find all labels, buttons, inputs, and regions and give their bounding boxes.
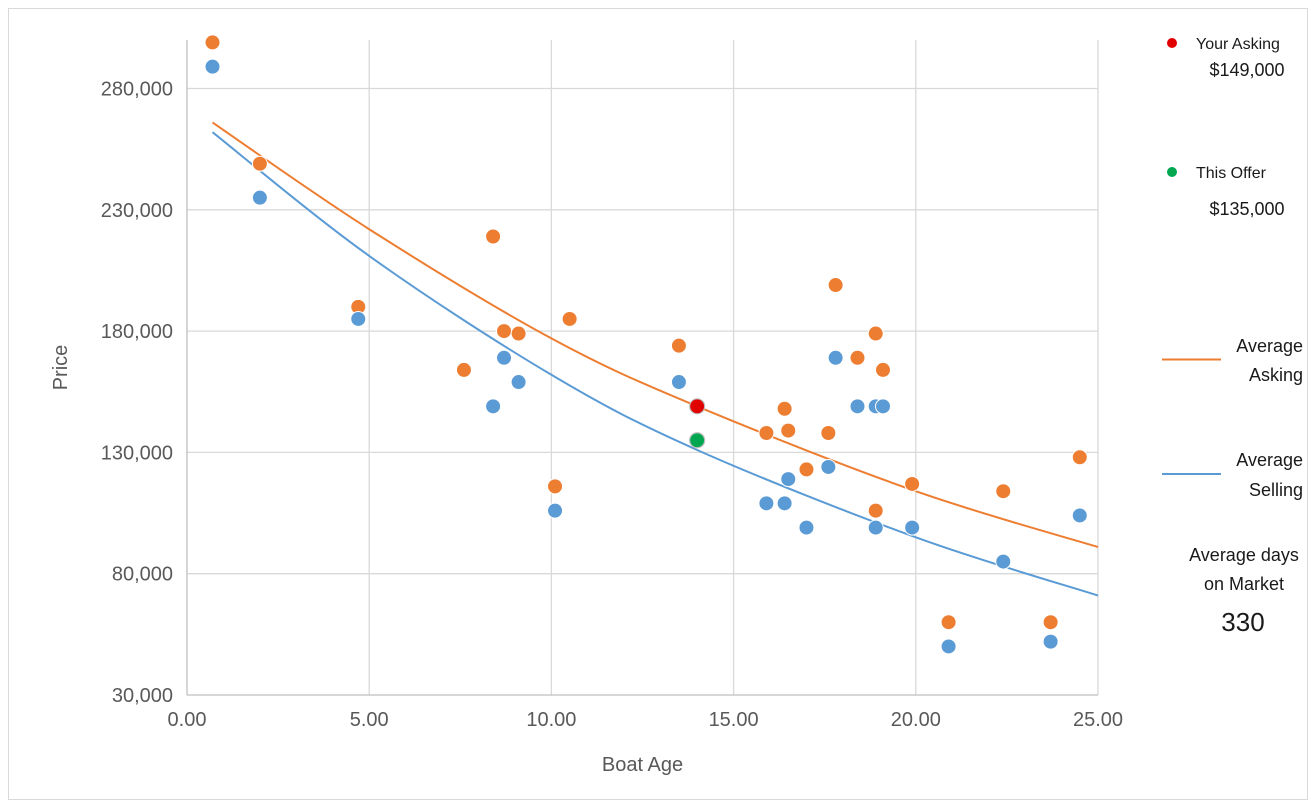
selling-point bbox=[251, 189, 268, 206]
asking-point bbox=[561, 310, 578, 327]
asking-point bbox=[827, 277, 844, 294]
selling-point bbox=[547, 502, 564, 519]
y-axis-title: Price bbox=[50, 345, 72, 391]
selling-point bbox=[820, 458, 837, 475]
days-on-market-label: on Market bbox=[1204, 574, 1284, 594]
this-offer-legend-value: $135,000 bbox=[1209, 199, 1284, 219]
asking-point bbox=[455, 361, 472, 378]
days-on-market-value: 330 bbox=[1221, 607, 1264, 637]
selling-point bbox=[798, 519, 815, 536]
asking-point bbox=[867, 502, 884, 519]
x-tick-label: 20.00 bbox=[891, 709, 941, 731]
x-tick-label: 0.00 bbox=[168, 709, 207, 731]
asking-point bbox=[776, 400, 793, 417]
your-asking-point bbox=[689, 398, 706, 415]
asking-point bbox=[995, 483, 1012, 500]
average-asking-trendline bbox=[211, 121, 1099, 548]
grid-lines bbox=[187, 40, 1099, 695]
asking-point bbox=[820, 425, 837, 441]
average-selling-legend-label: Average bbox=[1236, 450, 1303, 470]
y-tick-label: 30,000 bbox=[112, 685, 173, 707]
your-asking-legend-value: $149,000 bbox=[1209, 60, 1284, 80]
y-tick-label: 230,000 bbox=[101, 200, 173, 222]
asking-point bbox=[904, 475, 921, 492]
average-asking-legend-label: Asking bbox=[1249, 365, 1303, 385]
y-tick-label: 180,000 bbox=[101, 321, 173, 343]
y-tick-label: 80,000 bbox=[112, 564, 173, 586]
selling-point bbox=[776, 495, 793, 512]
asking-point bbox=[510, 325, 527, 342]
asking-point bbox=[1042, 614, 1059, 631]
average-selling-trendline bbox=[211, 131, 1099, 597]
selling-point bbox=[940, 638, 957, 655]
asking-point bbox=[758, 425, 775, 441]
this-offer-legend-marker bbox=[1167, 167, 1177, 177]
selling-point bbox=[496, 349, 513, 366]
data-points bbox=[204, 34, 1088, 655]
your-asking-legend-marker bbox=[1167, 38, 1177, 48]
chart-frame: 0.00 5.00 10.00 15.00 20.00 25.00 30,000 80,000… bbox=[8, 8, 1308, 800]
x-axis-title: Boat Age bbox=[602, 754, 683, 776]
selling-point bbox=[827, 349, 844, 366]
axis-labels: Boat Age Price bbox=[50, 345, 683, 776]
average-selling-legend-label: Selling bbox=[1249, 480, 1303, 500]
asking-point bbox=[867, 325, 884, 342]
selling-point bbox=[1071, 507, 1088, 524]
selling-point bbox=[867, 519, 884, 536]
this-offer-point bbox=[689, 432, 706, 449]
your-asking-legend-label: Your Asking bbox=[1196, 36, 1280, 53]
asking-point bbox=[780, 422, 797, 439]
y-tick-label: 130,000 bbox=[101, 442, 173, 464]
this-offer-legend-label: This Offer bbox=[1196, 165, 1267, 182]
selling-point bbox=[485, 398, 502, 415]
scatter-chart: 0.00 5.00 10.00 15.00 20.00 25.00 30,000 80,000… bbox=[50, 34, 1303, 776]
asking-point bbox=[670, 337, 687, 354]
asking-point bbox=[485, 228, 502, 245]
average-asking-legend-label: Average bbox=[1236, 336, 1303, 356]
selling-point bbox=[780, 471, 797, 488]
selling-point bbox=[204, 58, 221, 75]
axes: 0.00 5.00 10.00 15.00 20.00 25.00 30,000 80,000… bbox=[101, 40, 1123, 731]
selling-point bbox=[1042, 633, 1059, 650]
asking-point bbox=[204, 34, 221, 51]
selling-point bbox=[350, 310, 367, 327]
asking-point bbox=[875, 361, 892, 378]
y-tick-label: 280,000 bbox=[101, 79, 173, 101]
selling-point bbox=[849, 398, 866, 415]
selling-point bbox=[995, 553, 1012, 570]
days-on-market-label: Average days bbox=[1189, 545, 1299, 565]
asking-point bbox=[251, 155, 268, 172]
asking-point bbox=[1071, 449, 1088, 466]
asking-point bbox=[547, 478, 564, 495]
asking-point bbox=[798, 461, 815, 478]
selling-point bbox=[758, 495, 775, 512]
trendlines bbox=[211, 121, 1099, 597]
selling-point bbox=[670, 374, 687, 391]
x-tick-label: 10.00 bbox=[526, 709, 576, 731]
asking-point bbox=[940, 614, 957, 631]
x-tick-label: 5.00 bbox=[350, 709, 389, 731]
asking-point bbox=[496, 323, 513, 340]
x-tick-label: 15.00 bbox=[709, 709, 759, 731]
asking-point bbox=[849, 349, 866, 366]
selling-point bbox=[904, 519, 921, 536]
x-tick-label: 25.00 bbox=[1073, 709, 1123, 731]
legend: Your Asking $149,000 This Offer $135,000 Ave… bbox=[1162, 36, 1303, 637]
selling-point bbox=[875, 398, 892, 415]
selling-point bbox=[510, 374, 527, 391]
